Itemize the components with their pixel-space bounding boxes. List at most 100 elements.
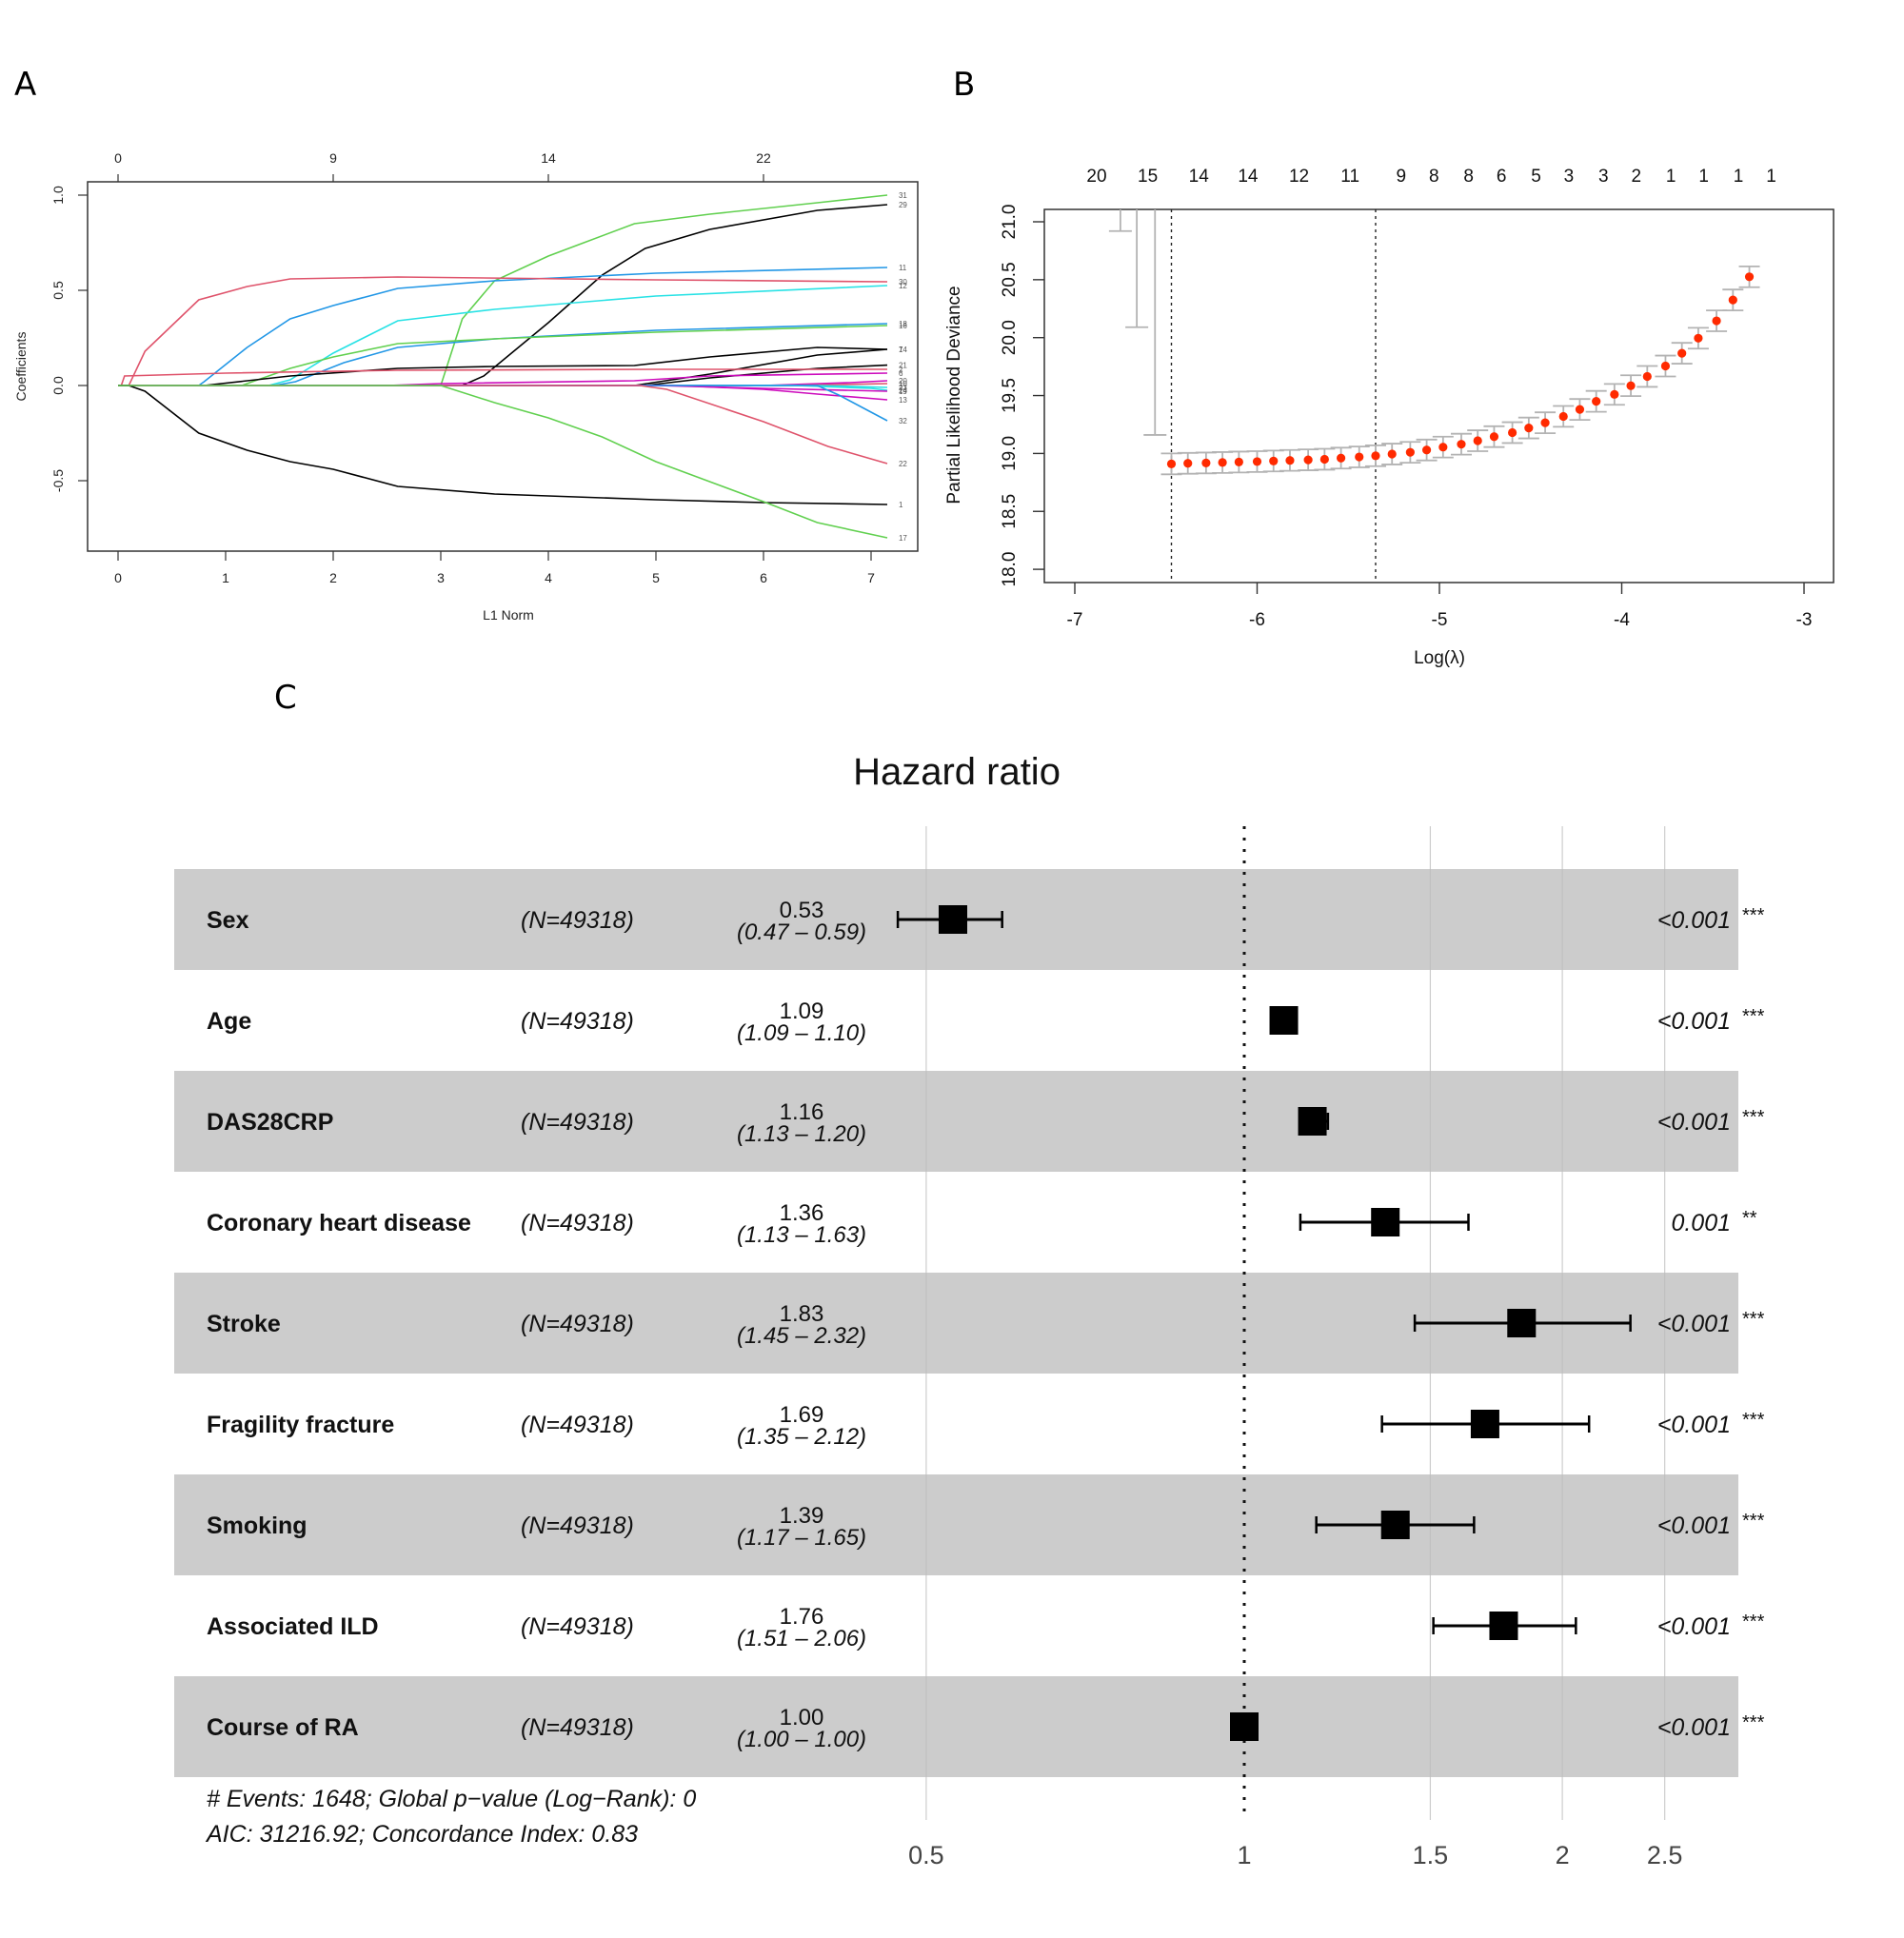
gridlines: 0.5 1 1.5 2 2.5 xyxy=(908,826,1682,1869)
cv-point xyxy=(1694,333,1703,343)
confidence-interval: (1.17 – 1.65) xyxy=(737,1525,866,1551)
x-tick-label: 2 xyxy=(1556,1841,1570,1869)
cv-point xyxy=(1252,457,1262,466)
top-nonzero-count-label: 3 xyxy=(1564,167,1575,187)
cross-validation-deviance-chart: -7 -6 -5 -4 -3 18.0 18.5 19.0 19.5 20.0 20.5 21.0 20… xyxy=(944,167,1835,668)
panel-label-c: C xyxy=(274,679,297,717)
coefficient-line-18 xyxy=(118,323,888,386)
p-value: <0.001 xyxy=(1657,907,1731,934)
variable-label-7: 7 xyxy=(899,346,903,354)
x-tick-label: 4 xyxy=(545,570,552,585)
x-tick-label: -3 xyxy=(1796,610,1813,630)
cv-point xyxy=(1473,436,1482,445)
significance-stars: *** xyxy=(1742,905,1765,926)
significance-stars: *** xyxy=(1742,1712,1765,1733)
variable-label: Stroke xyxy=(207,1311,281,1337)
confidence-interval: (1.00 – 1.00) xyxy=(737,1727,866,1752)
x-tick-label: 1.5 xyxy=(1413,1841,1449,1869)
cv-point xyxy=(1371,451,1380,461)
confidence-interval: (1.35 – 2.12) xyxy=(737,1424,866,1450)
significance-stars: *** xyxy=(1742,1612,1765,1632)
row-band xyxy=(174,1474,1738,1575)
cv-point xyxy=(1355,452,1364,462)
lasso-coefficient-path-chart: 3129113012181671421262010232419133222117… xyxy=(13,150,919,623)
sample-size: (N=49318) xyxy=(521,1311,634,1337)
p-value: <0.001 xyxy=(1657,1714,1731,1741)
cv-point xyxy=(1575,405,1585,414)
hazard-ratio-value: 1.39 xyxy=(780,1503,824,1529)
top-nonzero-count-label: 8 xyxy=(1463,167,1474,187)
forest-row: Coronary heart disease (N=49318) 1.36(1.13… xyxy=(207,1200,1757,1248)
top-tick-label: 14 xyxy=(541,150,556,166)
sample-size: (N=49318) xyxy=(521,1613,634,1640)
top-nonzero-count-label: 6 xyxy=(1497,167,1507,187)
hazard-ratio-marker xyxy=(1298,1107,1327,1136)
forest-row: Stroke (N=49318) 1.83(1.45 – 2.32) <0.001 **… xyxy=(207,1301,1765,1349)
top-nonzero-count-label: 15 xyxy=(1138,167,1158,187)
cv-point xyxy=(1405,447,1415,457)
hazard-ratio-value: 1.36 xyxy=(780,1200,824,1226)
variable-label-20: 20 xyxy=(899,377,907,386)
top-tick-label: 0 xyxy=(114,150,122,166)
significance-stars: *** xyxy=(1742,1511,1765,1532)
coefficient-line-11 xyxy=(118,267,888,386)
y-tick-label: 19.0 xyxy=(1000,436,1020,471)
plot-frame xyxy=(1043,208,1835,583)
y-tick-label: 0.0 xyxy=(50,376,66,395)
y-tick-label: 1.0 xyxy=(50,186,66,205)
forest-row: Age (N=49318) 1.09(1.09 – 1.10) <0.001 *** xyxy=(207,999,1765,1046)
axes: -7 -6 -5 -4 -3 18.0 18.5 19.0 19.5 20.0 20.5 21.0 20… xyxy=(1000,167,1812,630)
cv-point xyxy=(1303,455,1313,465)
forest-row: Fragility fracture (N=49318) 1.69(1.35 – 2… xyxy=(207,1402,1765,1450)
hazard-ratio-marker xyxy=(1489,1612,1518,1640)
cv-point xyxy=(1457,440,1466,449)
cv-point xyxy=(1524,424,1534,433)
panel-label-a: A xyxy=(14,66,36,104)
confidence-interval: (0.47 – 0.59) xyxy=(737,920,866,945)
p-value: <0.001 xyxy=(1657,1513,1731,1539)
forest-row: Course of RA (N=49318) 1.00(1.00 – 1.00) <0… xyxy=(207,1705,1765,1752)
top-nonzero-count-label: 11 xyxy=(1340,167,1359,187)
variable-label: Coronary heart disease xyxy=(207,1210,471,1236)
x-tick-label: 6 xyxy=(760,570,767,585)
coefficient-line-30 xyxy=(118,276,888,386)
p-value: 0.001 xyxy=(1671,1210,1731,1236)
top-nonzero-count-label: 5 xyxy=(1531,167,1541,187)
hazard-ratio-value: 0.53 xyxy=(780,898,824,923)
forest-rows: Sex (N=49318) 0.53(0.47 – 0.59) <0.001 ***Ag… xyxy=(207,898,1765,1752)
top-tick-label: 22 xyxy=(756,150,771,166)
top-nonzero-count-label: 2 xyxy=(1632,167,1642,187)
y-tick-label: -0.5 xyxy=(50,469,66,492)
top-nonzero-count-label: 1 xyxy=(1734,167,1744,187)
cv-point xyxy=(1592,397,1601,406)
variable-label-14: 14 xyxy=(899,346,907,354)
y-tick-label: 21.0 xyxy=(1000,205,1020,240)
hazard-ratio-marker xyxy=(1269,1006,1299,1035)
hazard-ratio-marker xyxy=(1230,1712,1259,1741)
cv-point xyxy=(1660,361,1671,371)
p-value: <0.001 xyxy=(1657,1311,1731,1337)
forest-title: Hazard ratio xyxy=(853,751,1061,793)
coefficient-line-13 xyxy=(118,385,888,401)
hazard-ratio-value: 1.76 xyxy=(780,1604,824,1630)
variable-label-21: 21 xyxy=(899,362,907,370)
cv-point xyxy=(1677,348,1687,358)
plot-frame xyxy=(87,181,919,552)
y-tick-label: 20.0 xyxy=(1000,320,1020,355)
y-tick-label: 0.5 xyxy=(50,281,66,300)
hazard-ratio-value: 1.09 xyxy=(780,999,824,1024)
confidence-interval: (1.45 – 2.32) xyxy=(737,1323,866,1349)
confidence-interval: (1.13 – 1.20) xyxy=(737,1121,866,1147)
x-tick-label: 7 xyxy=(867,570,875,585)
top-tick-label: 9 xyxy=(329,150,337,166)
top-nonzero-count-label: 14 xyxy=(1189,167,1210,187)
coefficient-line-16 xyxy=(118,325,888,386)
coefficient-line-22 xyxy=(118,385,888,465)
y-tick-label: 18.5 xyxy=(1000,494,1020,529)
cv-point xyxy=(1319,454,1329,465)
row-band xyxy=(174,1676,1738,1777)
p-value: <0.001 xyxy=(1657,1613,1731,1640)
x-tick-label: 5 xyxy=(652,570,660,585)
top-nonzero-count-label: 1 xyxy=(1698,167,1709,187)
y-tick-label: 19.5 xyxy=(1000,378,1020,413)
